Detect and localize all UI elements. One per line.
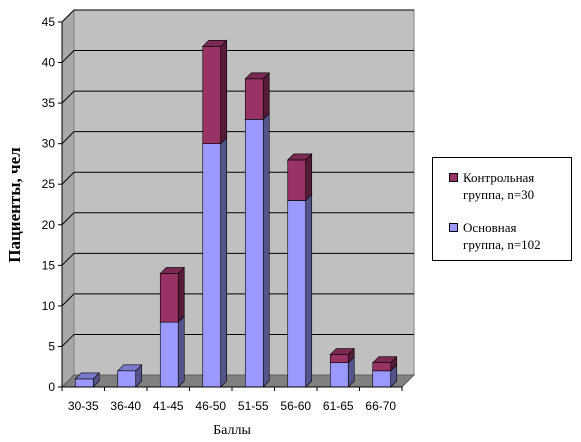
legend-label-main-line2: группа, n=102 [463, 237, 541, 252]
bar-top [202, 40, 228, 47]
bar-front [287, 200, 307, 388]
y-tick-label: 45 [42, 15, 56, 29]
y-tick-labels: 0 5 10 15 20 25 30 35 40 45 [42, 15, 56, 394]
x-tick-label: 61-65 [323, 399, 354, 413]
bar-top [159, 267, 185, 274]
x-tick-label: 36-40 [110, 399, 141, 413]
y-tick-label: 0 [48, 380, 55, 394]
bar-front [74, 378, 94, 388]
bar-top [372, 356, 398, 363]
bar-56-60-series-1 [287, 153, 313, 202]
y-tick-label: 10 [42, 299, 56, 313]
bar-46-50-series-0 [202, 136, 228, 388]
y-tick-label: 5 [48, 339, 55, 353]
bar-front [159, 273, 179, 323]
bar-front [117, 370, 137, 388]
bar-front [202, 46, 222, 144]
legend: Контрольная группа, n=30 Основная группа… [432, 157, 572, 261]
bar-36-40-series-0 [117, 364, 143, 388]
y-tick-label: 25 [42, 177, 56, 191]
bar-41-45-series-0 [159, 315, 185, 388]
y-axis-title: Пациенты, чел [5, 147, 24, 263]
bar-side [305, 193, 313, 388]
x-tick-label: 66-70 [365, 399, 396, 413]
y-tick-label: 15 [42, 258, 56, 272]
x-tick-labels: 30-35 36-40 41-45 46-50 51-55 56-60 61-65 66-70 [68, 399, 397, 413]
x-tick-label: 56-60 [280, 399, 311, 413]
bar-top [117, 364, 143, 372]
legend-item-main: Основная группа, n=102 [449, 219, 571, 253]
legend-label-control-line1: Контрольная [463, 170, 535, 185]
bar-top [74, 372, 100, 380]
bar-front [244, 119, 264, 388]
bar-front [244, 78, 264, 120]
bar-side [305, 153, 313, 202]
bar-51-55-series-0 [244, 112, 270, 388]
legend-swatch-control [449, 173, 458, 182]
bar-front [372, 362, 392, 372]
y-tick-label: 35 [42, 96, 56, 110]
bar-41-45-series-1 [159, 266, 185, 323]
bar-side [220, 39, 228, 145]
side-wall [61, 8, 75, 389]
bars [74, 39, 398, 388]
bar-front [372, 370, 392, 388]
bar-side [262, 112, 270, 388]
bar-front [329, 354, 349, 363]
bar-61-65-series-1 [329, 347, 355, 364]
y-tick-label: 30 [42, 137, 56, 151]
bar-side [262, 72, 270, 121]
y-tick-label: 20 [42, 218, 56, 232]
x-axis-title: Баллы [213, 423, 251, 438]
plot-walls [60, 8, 416, 389]
bar-top [287, 153, 313, 161]
back-wall [73, 9, 415, 376]
bar-front [159, 321, 179, 388]
bar-side [177, 266, 185, 323]
legend-swatch-main [449, 223, 458, 232]
bar-66-70-series-1 [372, 355, 398, 372]
bar-56-60-series-0 [287, 193, 313, 388]
gridline [61, 9, 414, 23]
gridline [61, 50, 414, 63]
floor [60, 374, 416, 388]
bar-46-50-series-1 [202, 39, 228, 145]
bar-front [329, 362, 349, 388]
y-tick-label: 40 [42, 56, 56, 70]
bar-side [177, 315, 185, 388]
bar-front [287, 159, 307, 201]
bar-top [244, 72, 270, 80]
legend-label-main-line1: Основная [463, 220, 517, 235]
x-tick-label: 30-35 [68, 399, 99, 413]
x-tick-label: 51-55 [238, 399, 269, 413]
gridline [61, 90, 414, 104]
bar-side [220, 136, 228, 388]
bar-top [329, 348, 355, 355]
gridline [61, 131, 414, 145]
axes [58, 21, 403, 391]
bar-30-35-series-0 [74, 372, 100, 388]
x-tick-label: 46-50 [195, 399, 226, 413]
legend-label-control-line2: группа, n=30 [463, 187, 535, 202]
bar-51-55-series-1 [244, 72, 270, 121]
x-tick-label: 41-45 [153, 399, 184, 413]
bar-front [202, 143, 222, 388]
legend-item-control: Контрольная группа, n=30 [449, 169, 571, 203]
